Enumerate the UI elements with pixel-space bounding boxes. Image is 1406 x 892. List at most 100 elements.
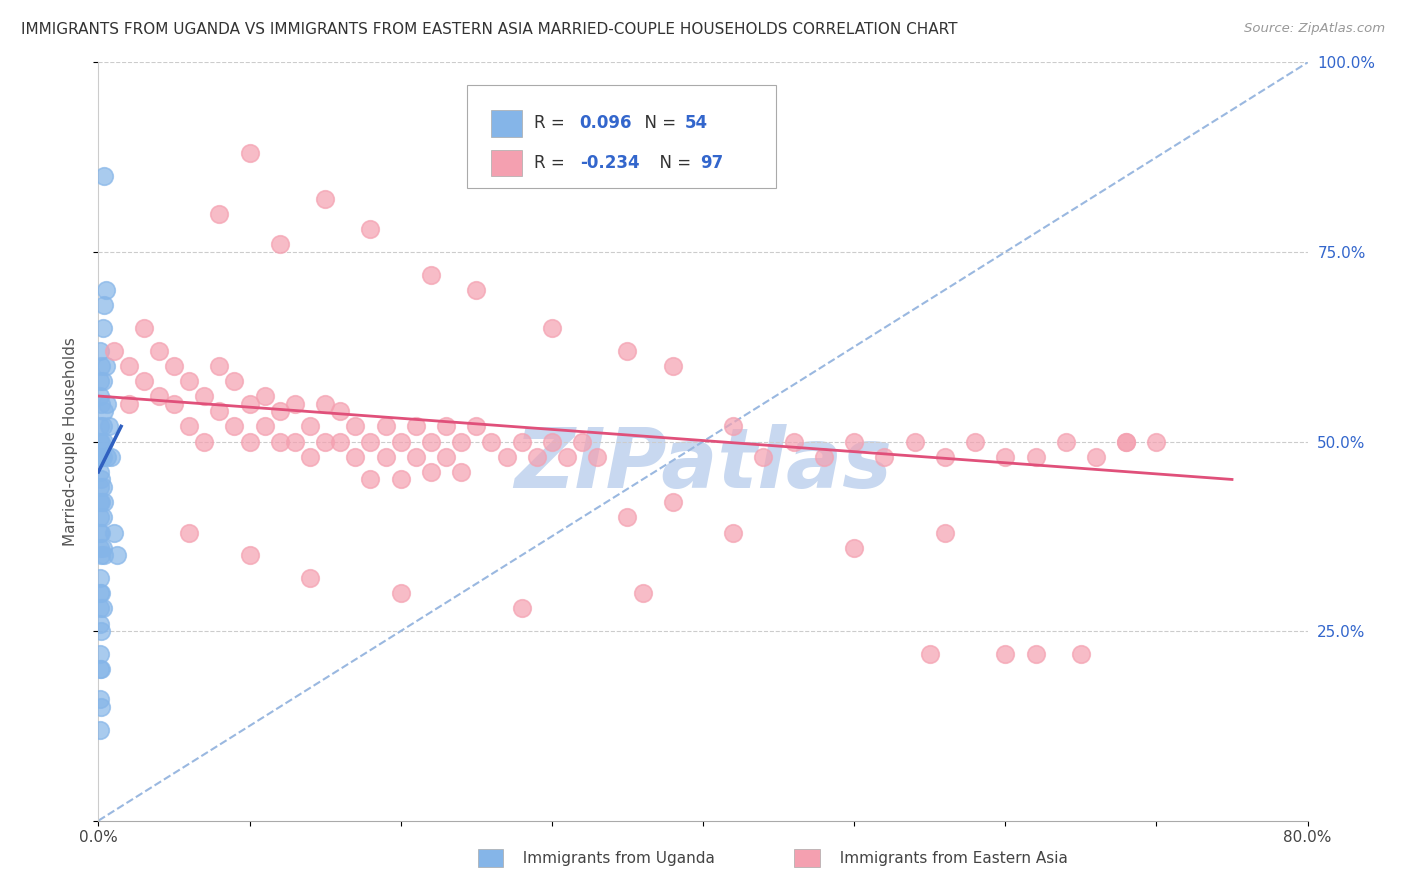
Point xyxy=(179,374,201,388)
Point xyxy=(904,434,927,449)
Point xyxy=(918,647,941,661)
Point xyxy=(420,434,443,449)
Point xyxy=(89,389,111,403)
Point xyxy=(374,419,396,434)
Point xyxy=(510,434,533,449)
Point xyxy=(89,616,111,631)
Point xyxy=(405,450,427,464)
Point xyxy=(118,359,141,373)
Point xyxy=(344,450,367,464)
Point xyxy=(723,525,745,540)
Point xyxy=(91,419,114,434)
Point xyxy=(239,396,262,410)
Point xyxy=(540,434,562,449)
Point xyxy=(91,601,114,615)
Point xyxy=(94,359,117,373)
Point xyxy=(91,450,114,464)
Point xyxy=(90,396,112,410)
Point xyxy=(299,450,322,464)
Point xyxy=(434,419,457,434)
Point xyxy=(723,419,745,434)
Point xyxy=(90,586,112,600)
Point xyxy=(103,343,125,358)
Point xyxy=(239,146,262,161)
Point xyxy=(89,343,111,358)
Point xyxy=(90,525,112,540)
Point xyxy=(193,434,215,449)
Text: IMMIGRANTS FROM UGANDA VS IMMIGRANTS FROM EASTERN ASIA MARRIED-COUPLE HOUSEHOLDS: IMMIGRANTS FROM UGANDA VS IMMIGRANTS FRO… xyxy=(21,22,957,37)
Point xyxy=(344,419,367,434)
Point xyxy=(89,723,111,737)
Point xyxy=(465,283,488,297)
Point xyxy=(91,510,114,524)
Text: ZIPatlas: ZIPatlas xyxy=(515,424,891,505)
Text: Immigrants from Eastern Asia: Immigrants from Eastern Asia xyxy=(830,851,1067,865)
Point xyxy=(314,434,336,449)
Point xyxy=(93,495,115,509)
Point xyxy=(314,192,336,206)
Point xyxy=(586,450,609,464)
Point xyxy=(93,169,115,184)
Point xyxy=(253,389,276,403)
Point xyxy=(1024,450,1046,464)
Point xyxy=(89,571,111,585)
Y-axis label: Married-couple Households: Married-couple Households xyxy=(63,337,77,546)
Point xyxy=(89,647,111,661)
Point xyxy=(93,298,115,312)
Point xyxy=(89,586,111,600)
Point xyxy=(90,495,112,509)
Point xyxy=(495,450,517,464)
Point xyxy=(90,450,112,464)
Point xyxy=(844,541,866,555)
FancyBboxPatch shape xyxy=(467,85,776,187)
Point xyxy=(94,283,117,297)
Point xyxy=(405,419,427,434)
Point xyxy=(89,419,111,434)
Point xyxy=(571,434,593,449)
Point xyxy=(89,692,111,706)
Point xyxy=(179,419,201,434)
Point xyxy=(420,268,443,282)
Point xyxy=(299,571,322,585)
Point xyxy=(994,647,1017,661)
Point xyxy=(208,207,231,221)
Point xyxy=(208,404,231,418)
Point xyxy=(329,434,352,449)
Point xyxy=(420,465,443,479)
Point xyxy=(89,662,111,676)
Point xyxy=(631,586,654,600)
Point xyxy=(148,389,170,403)
Point xyxy=(783,434,806,449)
Point xyxy=(100,450,122,464)
Point xyxy=(269,404,291,418)
Point xyxy=(89,465,111,479)
Text: -0.234: -0.234 xyxy=(579,153,640,171)
Point xyxy=(163,359,186,373)
Point xyxy=(389,434,412,449)
Point xyxy=(284,434,307,449)
Point xyxy=(510,601,533,615)
Point xyxy=(98,419,121,434)
Point xyxy=(89,510,111,524)
FancyBboxPatch shape xyxy=(492,111,522,136)
Point xyxy=(208,359,231,373)
Point xyxy=(91,480,114,494)
Point xyxy=(89,450,111,464)
Text: N =: N = xyxy=(648,153,696,171)
Point xyxy=(93,548,115,563)
Text: R =: R = xyxy=(534,114,569,132)
Text: R =: R = xyxy=(534,153,569,171)
Point xyxy=(934,525,956,540)
Point xyxy=(284,396,307,410)
Point xyxy=(1115,434,1137,449)
Text: N =: N = xyxy=(634,114,682,132)
Point xyxy=(752,450,775,464)
Point xyxy=(374,450,396,464)
Point xyxy=(844,434,866,449)
Point xyxy=(90,699,112,714)
Point xyxy=(90,434,112,449)
Point xyxy=(269,237,291,252)
Text: 0.096: 0.096 xyxy=(579,114,633,132)
Point xyxy=(329,404,352,418)
Point xyxy=(450,434,472,449)
